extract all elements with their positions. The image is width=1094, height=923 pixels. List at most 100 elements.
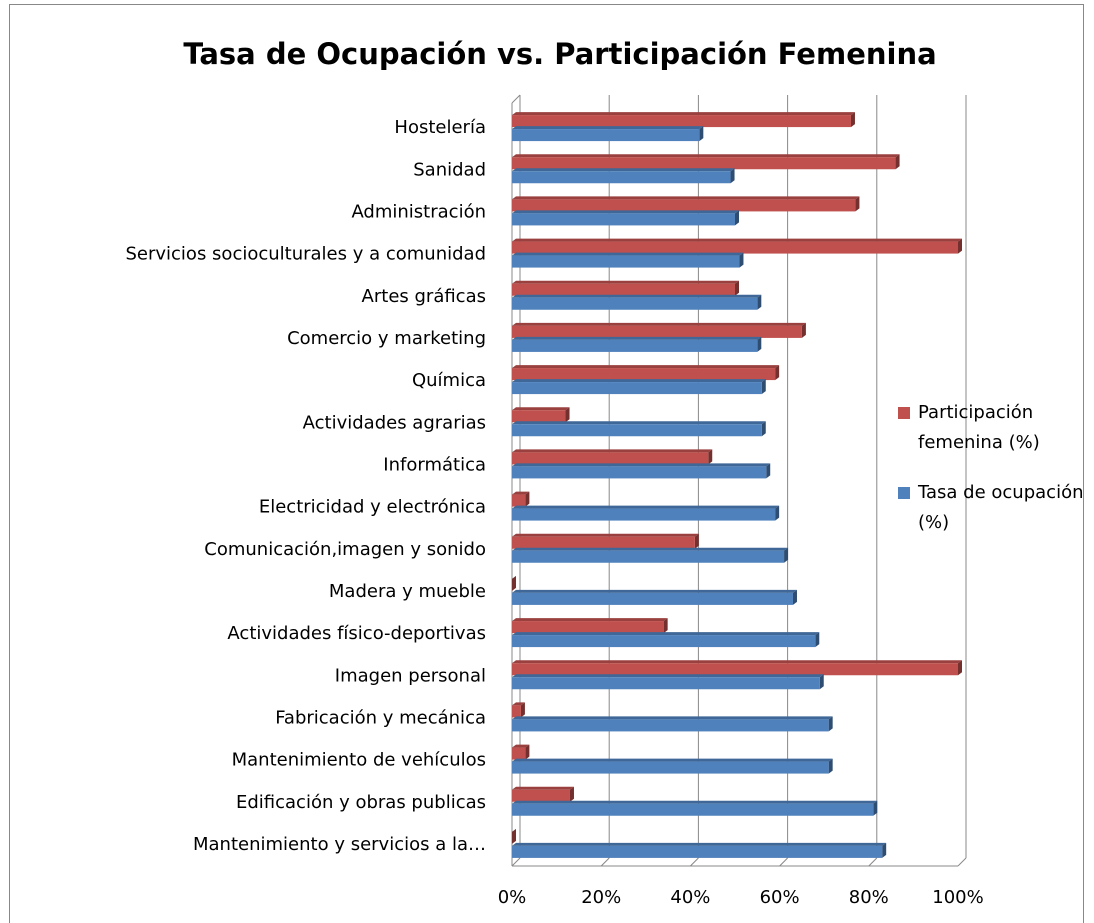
- bar: [512, 213, 735, 226]
- bar: [512, 803, 874, 816]
- grid-line: [779, 857, 788, 867]
- y-tick-label: Fabricación y mecánica: [275, 707, 486, 728]
- bar-top: [512, 154, 900, 158]
- bar: [512, 705, 521, 718]
- chart-title: Tasa de Ocupación vs. Participación Feme…: [183, 37, 936, 71]
- y-tick-label: Actividades agrarias: [303, 412, 486, 433]
- grid-line: [511, 857, 521, 867]
- grid-line: [600, 857, 610, 867]
- y-tick-label: Hostelería: [394, 117, 486, 138]
- bar-side: [757, 294, 762, 310]
- bar-side: [958, 660, 962, 676]
- x-tick-label: 60%: [760, 887, 800, 908]
- bar-side: [828, 758, 833, 774]
- bar-side: [761, 421, 766, 437]
- bar-side: [663, 618, 668, 634]
- bar: [512, 592, 793, 605]
- y-tick-label: Informática: [383, 454, 486, 475]
- bar-top: [512, 505, 780, 509]
- bar-top: [512, 365, 780, 369]
- y-tick-label: Artes gráficas: [362, 286, 486, 307]
- bar-top: [512, 758, 833, 762]
- bar: [512, 494, 526, 507]
- bar-side: [873, 800, 878, 816]
- legend-swatch: [898, 407, 910, 419]
- bar-top: [512, 336, 762, 340]
- bar-top: [512, 463, 771, 467]
- grid-line: [868, 857, 878, 867]
- bar: [512, 157, 896, 170]
- bar-side: [784, 547, 789, 563]
- bar-top: [512, 533, 699, 537]
- y-tick-label: Mantenimiento y servicios a la…: [193, 834, 486, 855]
- bar-top: [512, 786, 574, 790]
- legend-item: Tasa de ocupación (%): [898, 478, 1088, 538]
- bar-side: [958, 238, 962, 254]
- bar-top: [512, 112, 855, 116]
- bar-side: [569, 786, 574, 802]
- grid-line: [690, 857, 699, 867]
- bar: [512, 663, 958, 676]
- bar-side: [801, 322, 806, 338]
- bar-top: [512, 716, 833, 720]
- bar: [512, 747, 526, 760]
- bar-top: [512, 407, 570, 411]
- y-tick-label: Madera y mueble: [329, 581, 486, 602]
- y-tick-label: Química: [412, 370, 486, 391]
- bar-top: [512, 252, 744, 256]
- bar-top: [512, 196, 860, 200]
- bar: [512, 508, 776, 521]
- bar-top: [512, 168, 735, 172]
- bar-side: [775, 505, 780, 521]
- y-tick-label: Mantenimiento de vehículos: [232, 750, 486, 771]
- y-tick-label: Servicios socioculturales y a comunidad: [125, 244, 486, 265]
- bar-side: [819, 674, 824, 690]
- bar: [512, 325, 802, 338]
- bar-side: [815, 632, 820, 648]
- bar: [512, 719, 829, 732]
- bar: [512, 368, 776, 381]
- bar-top: [512, 210, 739, 214]
- bar-top: [512, 589, 797, 593]
- bar: [512, 845, 883, 858]
- legend-label: Tasa de ocupación (%): [918, 482, 1084, 533]
- y-tick-label: Electricidad y electrónica: [259, 497, 486, 518]
- bar-side: [525, 744, 530, 760]
- bar-top: [512, 280, 739, 284]
- bar-side: [895, 154, 900, 170]
- bar-top: [512, 449, 713, 453]
- legend-label: Participación femenina (%): [918, 402, 1040, 453]
- y-tick-label: Comercio y marketing: [287, 328, 486, 349]
- bar: [512, 677, 820, 690]
- x-tick-label: 40%: [670, 887, 710, 908]
- bar-side: [525, 491, 530, 507]
- legend-item: Participación femenina (%): [898, 398, 1088, 458]
- bar: [512, 789, 570, 802]
- bar: [512, 536, 695, 549]
- bar-side: [739, 252, 744, 268]
- bar: [512, 297, 758, 310]
- bar-top: [512, 618, 668, 622]
- bar: [512, 621, 664, 634]
- x-tick-label: 80%: [849, 887, 889, 908]
- bar-side: [730, 168, 735, 184]
- bar: [512, 382, 762, 395]
- bar: [512, 283, 735, 296]
- bar-top: [512, 421, 766, 425]
- bar-top: [512, 744, 530, 748]
- bar-top: [512, 800, 878, 804]
- x-tick-label: 20%: [581, 887, 621, 908]
- bar-side: [565, 407, 570, 423]
- bar-side: [766, 463, 771, 479]
- bar: [512, 199, 856, 212]
- bar-top: [512, 126, 704, 130]
- bar-top: [512, 547, 789, 551]
- y-tick-label: Imagen personal: [335, 665, 486, 686]
- grid-line: [957, 857, 967, 867]
- legend-swatch: [898, 487, 910, 499]
- y-tick-label: Sanidad: [413, 159, 486, 180]
- bar: [512, 129, 700, 142]
- bar-side: [735, 280, 739, 296]
- bar-side: [512, 575, 516, 591]
- bar: [512, 452, 709, 465]
